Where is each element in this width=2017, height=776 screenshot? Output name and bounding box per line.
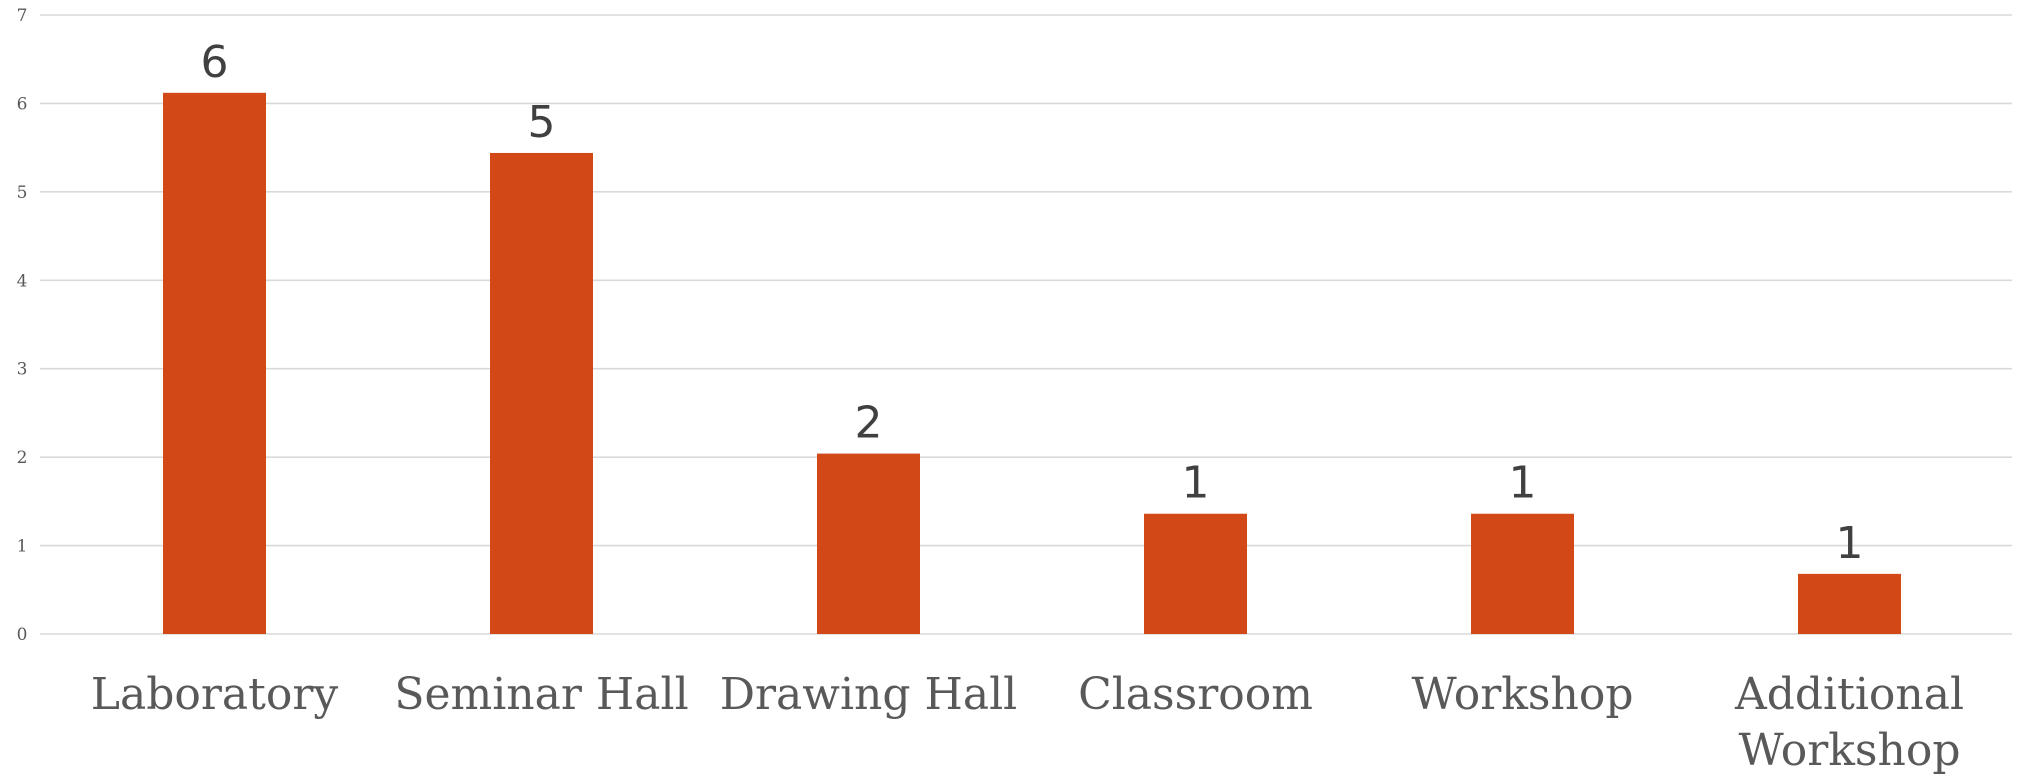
- data-label-classroom: 1: [1182, 458, 1210, 509]
- y-tick-label-7: 7: [17, 6, 28, 26]
- y-tick-label-3: 3: [17, 360, 28, 380]
- data-label-additional-workshop: 1: [1836, 518, 1864, 569]
- data-label-laboratory: 6: [201, 37, 229, 88]
- bar-seminar-hall: [490, 152, 593, 634]
- y-tick-label-0: 0: [17, 625, 28, 645]
- x-tick-label-additional-workshop: Additional Workshop: [1734, 669, 1964, 776]
- data-label-drawing-hall: 2: [855, 398, 883, 449]
- data-label-workshop: 1: [1509, 458, 1537, 509]
- bar-classroom: [1144, 513, 1247, 634]
- x-tick-label-laboratory: Laboratory: [91, 669, 339, 720]
- data-label-seminar-hall: 5: [528, 97, 556, 148]
- bars: [163, 92, 1901, 635]
- data-labels: 6 5 2 1 1 1: [201, 37, 1864, 569]
- x-axis-labels: Laboratory Seminar Hall Drawing Hall Classr…: [91, 669, 1964, 776]
- x-tick-label-seminar-hall: Seminar Hall: [394, 669, 688, 720]
- y-tick-label-4: 4: [17, 271, 28, 291]
- bar-workshop: [1471, 513, 1574, 634]
- x-tick-label-workshop: Workshop: [1412, 669, 1634, 720]
- y-tick-label-5: 5: [17, 183, 28, 203]
- y-tick-label-6: 6: [17, 94, 28, 114]
- x-tick-label-drawing-hall: Drawing Hall: [720, 669, 1018, 720]
- y-axis-ticks: 0 1 2 3 4 5 6 7: [17, 6, 28, 645]
- y-tick-label-2: 2: [17, 448, 28, 468]
- bar-laboratory: [163, 92, 266, 635]
- gridlines: [40, 14, 2012, 635]
- y-tick-label-1: 1: [17, 537, 28, 557]
- bar-drawing-hall: [817, 453, 920, 634]
- bar-additional-workshop: [1798, 573, 1901, 634]
- x-tick-label-classroom: Classroom: [1078, 669, 1313, 720]
